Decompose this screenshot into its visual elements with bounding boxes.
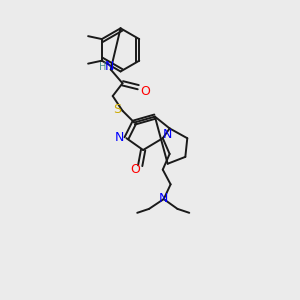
Text: S: S xyxy=(112,103,121,116)
Text: N: N xyxy=(159,192,168,205)
Text: N: N xyxy=(163,128,172,141)
Text: H: H xyxy=(99,61,106,72)
Text: N: N xyxy=(115,131,124,144)
Text: N: N xyxy=(105,60,114,73)
Text: O: O xyxy=(130,163,140,176)
Text: O: O xyxy=(140,85,150,98)
